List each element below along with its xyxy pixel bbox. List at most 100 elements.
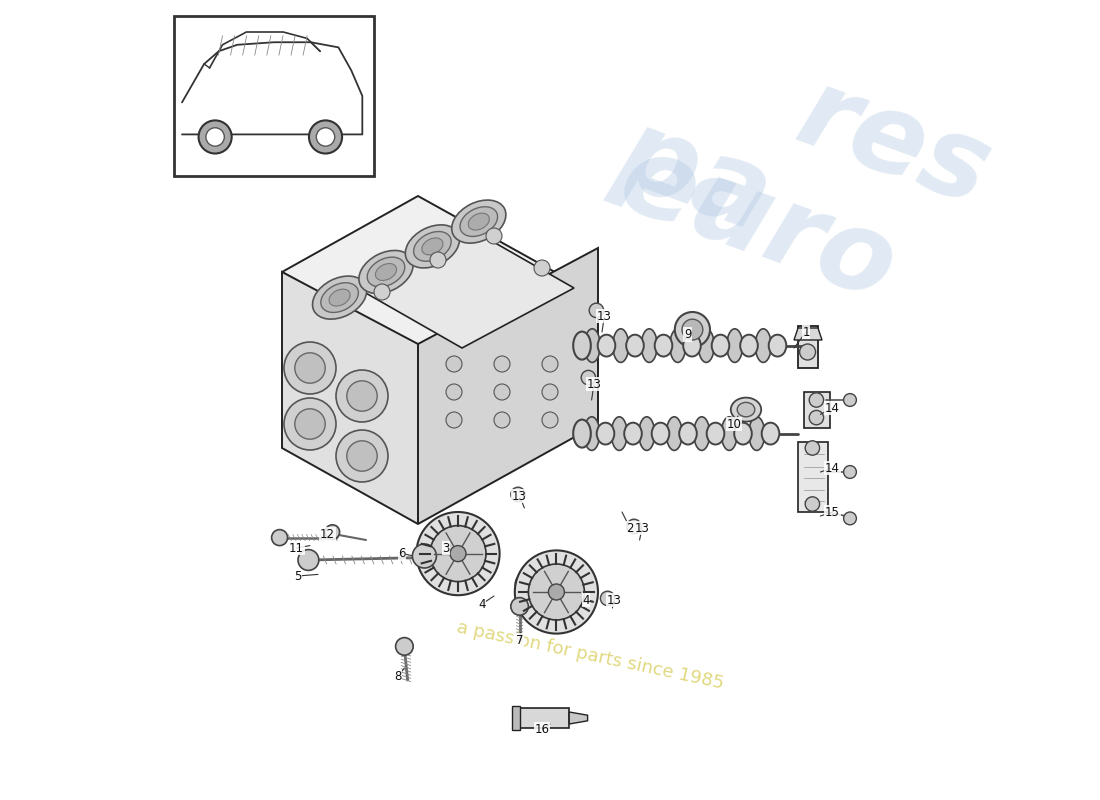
Circle shape	[206, 128, 224, 146]
Text: 14: 14	[825, 402, 840, 414]
Ellipse shape	[336, 370, 388, 422]
Text: 4: 4	[478, 598, 486, 610]
Ellipse shape	[336, 430, 388, 482]
Circle shape	[510, 487, 525, 502]
Circle shape	[805, 441, 820, 455]
Text: 7: 7	[516, 634, 524, 646]
Ellipse shape	[573, 331, 591, 360]
Circle shape	[601, 591, 615, 606]
Polygon shape	[519, 708, 569, 728]
Ellipse shape	[694, 417, 710, 450]
Ellipse shape	[421, 238, 443, 255]
Polygon shape	[798, 442, 828, 512]
Text: 14: 14	[825, 462, 840, 474]
Text: 16: 16	[535, 723, 550, 736]
Ellipse shape	[749, 417, 764, 450]
Circle shape	[844, 466, 857, 478]
Circle shape	[528, 564, 584, 620]
Ellipse shape	[367, 257, 405, 287]
Circle shape	[810, 393, 824, 407]
Ellipse shape	[654, 334, 672, 357]
Ellipse shape	[667, 417, 682, 450]
Bar	[174, 16, 374, 176]
Text: 13: 13	[513, 490, 527, 502]
Ellipse shape	[734, 422, 751, 445]
Polygon shape	[512, 706, 519, 730]
Ellipse shape	[516, 574, 536, 594]
Circle shape	[272, 530, 287, 546]
Circle shape	[542, 412, 558, 428]
Ellipse shape	[706, 422, 724, 445]
Circle shape	[374, 284, 390, 300]
Ellipse shape	[346, 441, 377, 471]
Ellipse shape	[573, 419, 591, 448]
Circle shape	[430, 526, 486, 582]
Ellipse shape	[346, 381, 377, 411]
Polygon shape	[282, 196, 598, 372]
Ellipse shape	[624, 422, 641, 445]
Ellipse shape	[698, 329, 714, 362]
Ellipse shape	[722, 417, 737, 450]
Text: 5: 5	[295, 570, 301, 582]
Circle shape	[542, 384, 558, 400]
Circle shape	[298, 550, 319, 570]
Circle shape	[542, 356, 558, 372]
Ellipse shape	[584, 329, 601, 362]
Text: 3: 3	[442, 542, 450, 554]
Polygon shape	[282, 272, 418, 524]
Circle shape	[494, 356, 510, 372]
Ellipse shape	[626, 334, 644, 357]
Text: 10: 10	[727, 418, 741, 430]
Ellipse shape	[613, 329, 629, 362]
Ellipse shape	[295, 353, 326, 383]
Circle shape	[309, 121, 342, 154]
Polygon shape	[794, 328, 822, 340]
Ellipse shape	[584, 417, 600, 450]
Text: pa: pa	[603, 99, 785, 253]
Circle shape	[510, 598, 528, 615]
Circle shape	[515, 550, 598, 634]
Circle shape	[844, 394, 857, 406]
Circle shape	[805, 497, 820, 511]
Ellipse shape	[727, 329, 742, 362]
Text: euro: euro	[605, 125, 911, 323]
Circle shape	[800, 344, 815, 360]
Circle shape	[486, 228, 502, 244]
Ellipse shape	[284, 398, 336, 450]
Circle shape	[446, 384, 462, 400]
Polygon shape	[798, 326, 818, 368]
Ellipse shape	[375, 263, 397, 281]
Circle shape	[450, 546, 466, 562]
Text: 13: 13	[635, 522, 649, 534]
Ellipse shape	[284, 342, 336, 394]
Text: 2: 2	[626, 522, 634, 534]
Text: 13: 13	[606, 594, 621, 606]
Polygon shape	[350, 224, 574, 348]
Ellipse shape	[597, 334, 615, 357]
Ellipse shape	[683, 334, 701, 357]
Ellipse shape	[712, 334, 729, 357]
Text: 6: 6	[398, 547, 406, 560]
Ellipse shape	[329, 289, 350, 306]
Ellipse shape	[452, 200, 506, 243]
Ellipse shape	[321, 282, 359, 313]
Ellipse shape	[679, 422, 696, 445]
Circle shape	[627, 519, 641, 534]
Polygon shape	[804, 392, 830, 428]
Ellipse shape	[414, 231, 451, 262]
Ellipse shape	[359, 250, 414, 294]
Text: 4: 4	[582, 594, 590, 606]
Ellipse shape	[769, 334, 786, 357]
Circle shape	[581, 370, 595, 385]
Ellipse shape	[405, 225, 460, 268]
Text: 8: 8	[394, 670, 402, 682]
Text: a passion for parts since 1985: a passion for parts since 1985	[454, 619, 725, 693]
Polygon shape	[418, 248, 598, 524]
Circle shape	[590, 303, 604, 318]
Circle shape	[494, 384, 510, 400]
Ellipse shape	[469, 213, 490, 230]
Text: res: res	[783, 60, 1004, 228]
Ellipse shape	[460, 206, 497, 237]
Circle shape	[682, 319, 703, 340]
Circle shape	[844, 512, 857, 525]
